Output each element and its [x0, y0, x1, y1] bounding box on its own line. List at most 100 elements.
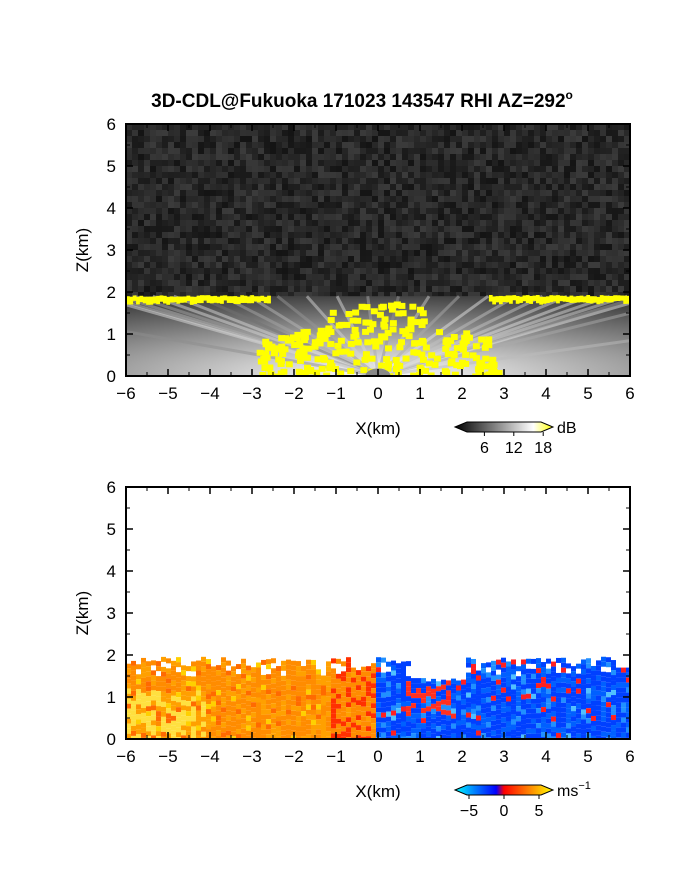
noise-cell — [150, 208, 156, 214]
velocity-cell — [146, 691, 151, 697]
noise-cell — [612, 202, 618, 208]
noise-cell — [516, 250, 522, 256]
noise-cell — [450, 184, 456, 190]
noise-cell — [510, 220, 516, 226]
noise-cell — [372, 220, 378, 226]
velocity-cell — [546, 703, 551, 709]
velocity-cell — [361, 696, 366, 702]
noise-cell — [486, 256, 492, 262]
noise-cell — [354, 256, 360, 262]
noise-cell — [408, 286, 414, 292]
noise-cell — [432, 148, 438, 154]
velocity-cell — [521, 679, 526, 685]
noise-cell — [264, 178, 270, 184]
velocity-cell — [276, 721, 281, 727]
velocity-cell — [581, 699, 586, 705]
high-snr-cell — [336, 348, 344, 355]
velocity-cell — [426, 706, 431, 712]
velocity-cell — [131, 735, 136, 739]
noise-cell — [510, 250, 516, 256]
noise-cell — [192, 166, 198, 172]
noise-cell — [318, 274, 324, 280]
noise-cell — [612, 208, 618, 214]
velocity-cell — [296, 721, 301, 727]
velocity-cell — [266, 689, 271, 695]
noise-cell — [582, 286, 588, 292]
noise-cell — [186, 244, 192, 250]
velocity-cell — [201, 671, 206, 677]
velocity-cell — [546, 693, 551, 699]
velocity-cell — [561, 687, 566, 693]
velocity-cell — [221, 682, 226, 688]
noise-cell — [270, 172, 276, 178]
noise-cell — [504, 142, 510, 148]
layer-top-cell — [599, 295, 604, 304]
noise-cell — [156, 148, 162, 154]
noise-cell — [216, 274, 222, 280]
velocity-cell — [441, 684, 446, 690]
velocity-cell — [526, 723, 531, 729]
velocity-cell — [386, 696, 391, 702]
velocity-cell — [306, 709, 311, 715]
velocity-cell — [241, 733, 246, 739]
velocity-cell — [201, 701, 206, 707]
layer-top-cell — [189, 296, 194, 305]
velocity-cell — [216, 695, 221, 701]
noise-cell — [384, 130, 390, 136]
noise-cell — [456, 130, 462, 136]
velocity-cell — [476, 730, 481, 736]
noise-cell — [270, 166, 276, 172]
high-snr-cell — [295, 368, 303, 375]
noise-cell — [276, 184, 282, 190]
noise-cell — [252, 142, 258, 148]
noise-cell — [180, 226, 186, 232]
noise-cell — [576, 220, 582, 226]
noise-cell — [276, 178, 282, 184]
noise-cell — [444, 292, 450, 298]
velocity-cell — [456, 700, 461, 706]
noise-cell — [162, 196, 168, 202]
noise-cell — [330, 172, 336, 178]
velocity-cell — [241, 658, 246, 664]
noise-cell — [402, 208, 408, 214]
noise-cell — [516, 178, 522, 184]
velocity-cell — [401, 731, 406, 737]
noise-cell — [528, 172, 534, 178]
layer-top-cell — [233, 296, 238, 304]
velocity-cell — [426, 716, 431, 722]
velocity-cell — [241, 688, 246, 694]
noise-cell — [528, 214, 534, 220]
velocity-cell — [546, 688, 551, 694]
velocity-cell — [626, 702, 630, 708]
velocity-cell — [286, 704, 291, 710]
noise-cell — [522, 268, 528, 274]
velocity-cell — [146, 666, 151, 672]
layer-top-cell — [572, 296, 577, 303]
layer-top-cell — [623, 295, 628, 304]
noise-cell — [336, 226, 342, 232]
x-tick-label: −6 — [116, 747, 135, 766]
velocity-cell — [161, 731, 166, 737]
noise-cell — [300, 196, 306, 202]
noise-cell — [492, 220, 498, 226]
noise-cell — [204, 208, 210, 214]
velocity-cell — [311, 719, 316, 725]
noise-cell — [234, 286, 240, 292]
velocity-cell — [326, 726, 331, 732]
noise-cell — [468, 226, 474, 232]
noise-cell — [522, 286, 528, 292]
noise-cell — [126, 250, 132, 256]
velocity-cell — [616, 697, 621, 703]
noise-cell — [498, 226, 504, 232]
noise-cell — [234, 166, 240, 172]
noise-cell — [204, 160, 210, 166]
high-snr-cell — [393, 301, 401, 308]
noise-cell — [552, 136, 558, 142]
velocity-cell — [296, 691, 301, 697]
noise-cell — [366, 172, 372, 178]
noise-cell — [342, 172, 348, 178]
noise-cell — [588, 256, 594, 262]
noise-cell — [174, 190, 180, 196]
velocity-cell — [496, 714, 501, 720]
noise-cell — [204, 262, 210, 268]
